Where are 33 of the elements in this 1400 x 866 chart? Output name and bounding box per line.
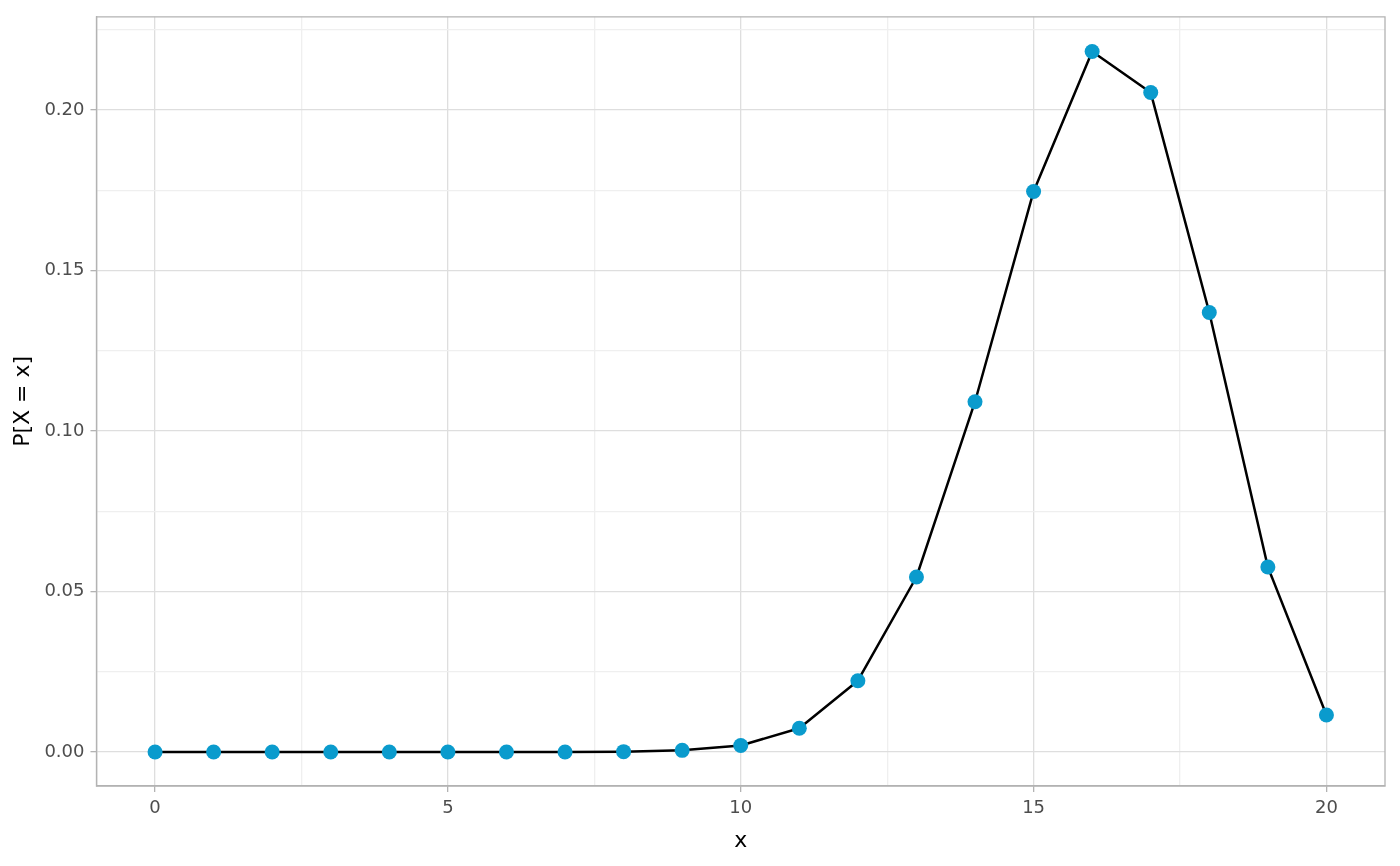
x-tick-label: 15 <box>1022 796 1046 818</box>
point <box>557 744 573 760</box>
x-tick-label: 20 <box>1314 796 1338 818</box>
point <box>498 744 514 760</box>
y-tick-label: 0.05 <box>44 579 85 601</box>
point <box>1201 304 1217 320</box>
point <box>1084 43 1100 59</box>
y-tick-label: 0.00 <box>44 739 85 761</box>
point <box>1026 183 1042 199</box>
y-tick-label: 0.20 <box>44 97 85 119</box>
point <box>967 394 983 410</box>
point <box>1318 707 1334 723</box>
point <box>908 569 924 585</box>
y-axis-title: P[X = x] <box>8 355 34 447</box>
point <box>264 744 280 760</box>
point <box>440 744 456 760</box>
point <box>206 744 222 760</box>
point <box>1143 85 1159 101</box>
point <box>674 742 690 758</box>
point <box>616 744 632 760</box>
x-tick-label: 5 <box>442 796 454 818</box>
point <box>381 744 397 760</box>
point <box>850 673 866 689</box>
x-tick-label: 10 <box>729 796 753 818</box>
point <box>1260 559 1276 575</box>
point <box>147 744 163 760</box>
x-axis-title: x <box>734 826 748 852</box>
point <box>733 738 749 754</box>
x-tick-label: 0 <box>149 796 161 818</box>
y-tick-label: 0.10 <box>44 418 85 440</box>
y-tick-label: 0.15 <box>44 258 85 280</box>
point <box>791 720 807 736</box>
point <box>323 744 339 760</box>
